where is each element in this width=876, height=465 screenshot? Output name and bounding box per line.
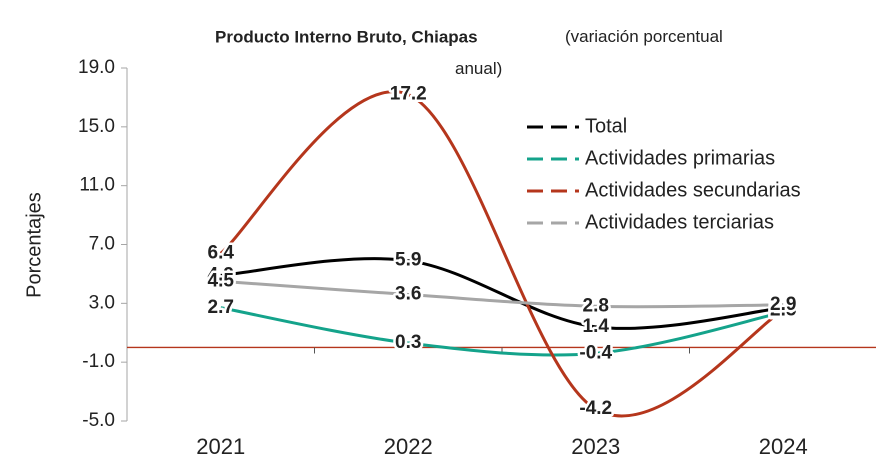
y-tick-label: 11.0 [79, 175, 115, 196]
legend-label: Actividades primarias [585, 147, 775, 169]
data-label: 2.8 [583, 295, 609, 316]
data-label: 3.6 [395, 284, 421, 305]
data-label: 2.4 [770, 301, 797, 322]
legend-label: Actividades terciarias [585, 211, 774, 233]
y-tick-label: 19.0 [78, 57, 115, 78]
legend-label: Actividades secundarias [585, 179, 801, 201]
series-line [220, 306, 784, 357]
data-label: 2.7 [770, 297, 796, 318]
data-label: 2.7 [208, 297, 234, 318]
data-label: 4.9 [208, 264, 234, 285]
data-label: 2.5 [770, 300, 797, 321]
y-tick-label: 15.0 [78, 116, 115, 137]
series-line [219, 90, 784, 418]
y-tick-label: -5.0 [82, 410, 115, 431]
x-tick-label: 2023 [571, 434, 620, 459]
y-axis-label: Porcentajes [23, 192, 45, 298]
y-tick-label: -1.0 [82, 351, 115, 372]
data-label: 0.3 [395, 332, 421, 353]
x-tick-label: 2021 [196, 434, 245, 459]
data-label: 5.9 [395, 250, 421, 271]
series-line [220, 279, 784, 309]
data-label: 1.4 [583, 316, 610, 337]
data-label: -0.4 [579, 342, 612, 363]
data-label: 2.9 [770, 294, 796, 315]
data-label: 6.4 [208, 242, 235, 263]
chart-title: Producto Interno Bruto, Chiapas [215, 27, 478, 46]
y-tick-label: 3.0 [89, 292, 115, 313]
series-line [220, 257, 784, 330]
x-tick-label: 2022 [384, 434, 433, 459]
x-tick-label: 2024 [759, 434, 808, 459]
y-tick-label: 7.0 [89, 234, 115, 255]
legend-label: Total [585, 115, 627, 137]
data-label: 4.5 [208, 270, 235, 291]
data-label: -4.2 [579, 398, 612, 419]
data-label: 17.2 [390, 83, 427, 104]
chart-subtitle: (variación porcentual anual) [455, 27, 723, 78]
